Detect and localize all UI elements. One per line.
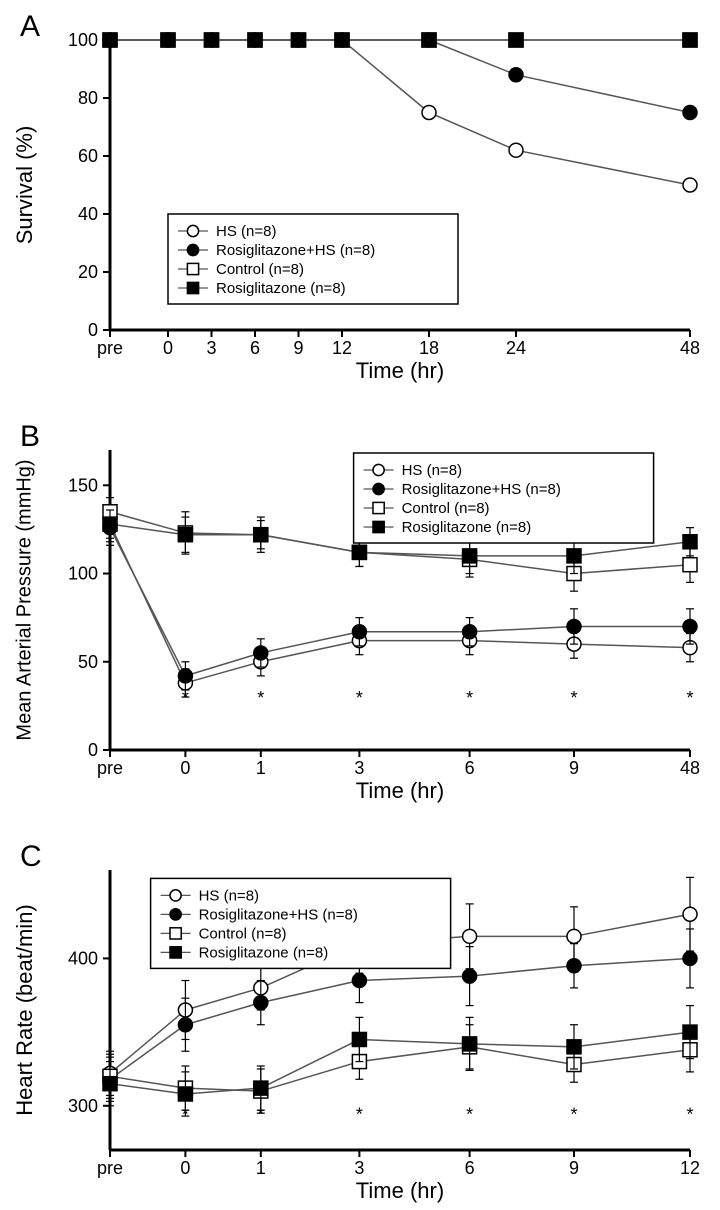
svg-text:HS (n=8): HS (n=8) (199, 887, 259, 904)
svg-text:Rosiglitazone+HS (n=8): Rosiglitazone+HS (n=8) (199, 906, 358, 923)
svg-text:Control (n=8): Control (n=8) (402, 500, 490, 517)
svg-text:Control (n=8): Control (n=8) (216, 261, 304, 278)
svg-text:18: 18 (419, 338, 439, 358)
svg-text:100: 100 (68, 30, 98, 50)
panel-b-chart: 050100150pre0136948Time (hr)******HS (n=… (0, 430, 720, 810)
svg-text:3: 3 (354, 758, 364, 778)
panel-a-chart: 020406080100pre036912182448Time (hr)HS (… (0, 20, 720, 390)
svg-text:3: 3 (206, 338, 216, 358)
y-axis-label-b: Mean Arterial Pressure (mmHg) (14, 459, 37, 740)
svg-text:pre: pre (97, 338, 123, 358)
svg-text:6: 6 (465, 1158, 475, 1178)
panel-c-chart: 300 400 pre 0 1 3 6 9 12 Time (hr) * * * * * * HS (n=8) R… (0, 850, 720, 1210)
svg-text:9: 9 (569, 1158, 579, 1178)
svg-text:*: * (356, 1105, 363, 1125)
svg-text:60: 60 (78, 146, 98, 166)
svg-text:6: 6 (465, 758, 475, 778)
svg-text:HS (n=8): HS (n=8) (402, 462, 462, 479)
panel-label-c: C (20, 840, 42, 874)
panel-label-b: B (20, 420, 40, 454)
svg-text:12: 12 (680, 1158, 700, 1178)
svg-text:6: 6 (250, 338, 260, 358)
svg-text:3: 3 (354, 1158, 364, 1178)
svg-text:0: 0 (180, 758, 190, 778)
svg-text:pre: pre (97, 758, 123, 778)
svg-text:*: * (466, 1105, 473, 1125)
svg-text:*: * (570, 688, 577, 708)
svg-text:pre: pre (97, 1158, 123, 1178)
figure-container: 020406080100pre036912182448Time (hr)HS (… (0, 0, 720, 1190)
svg-text:0: 0 (88, 320, 98, 340)
svg-text:48: 48 (680, 758, 700, 778)
svg-text:Time (hr): Time (hr) (356, 1178, 444, 1203)
svg-text:*: * (257, 1105, 264, 1125)
svg-text:12: 12 (332, 338, 352, 358)
svg-text:48: 48 (680, 338, 700, 358)
svg-text:Control (n=8): Control (n=8) (199, 925, 287, 942)
svg-text:Rosiglitazone+HS (n=8): Rosiglitazone+HS (n=8) (402, 481, 561, 498)
svg-text:Time (hr): Time (hr) (356, 778, 444, 803)
svg-text:*: * (686, 688, 693, 708)
svg-text:Time (hr): Time (hr) (356, 358, 444, 383)
svg-text:Rosiglitazone (n=8): Rosiglitazone (n=8) (402, 519, 532, 536)
svg-text:0: 0 (88, 740, 98, 760)
svg-text:*: * (257, 688, 264, 708)
svg-text:20: 20 (78, 262, 98, 282)
svg-text:*: * (182, 688, 189, 708)
svg-text:300: 300 (68, 1096, 98, 1116)
y-axis-label-a: Survival (%) (12, 126, 38, 245)
svg-text:50: 50 (78, 652, 98, 672)
svg-text:0: 0 (163, 338, 173, 358)
svg-text:80: 80 (78, 88, 98, 108)
svg-text:24: 24 (506, 338, 526, 358)
svg-text:Rosiglitazone (n=8): Rosiglitazone (n=8) (216, 280, 346, 297)
svg-text:100: 100 (68, 564, 98, 584)
svg-text:*: * (356, 688, 363, 708)
svg-text:9: 9 (293, 338, 303, 358)
svg-text:1: 1 (256, 758, 266, 778)
svg-text:Rosiglitazone+HS (n=8): Rosiglitazone+HS (n=8) (216, 242, 375, 259)
panel-label-a: A (20, 10, 40, 44)
svg-text:*: * (686, 1105, 693, 1125)
svg-text:40: 40 (78, 204, 98, 224)
svg-text:*: * (466, 688, 473, 708)
svg-text:400: 400 (68, 948, 98, 968)
svg-text:150: 150 (68, 475, 98, 495)
svg-text:Rosiglitazone (n=8): Rosiglitazone (n=8) (199, 944, 329, 961)
svg-text:9: 9 (569, 758, 579, 778)
svg-text:HS (n=8): HS (n=8) (216, 223, 276, 240)
svg-text:*: * (570, 1105, 577, 1125)
svg-text:*: * (182, 1105, 189, 1125)
svg-text:0: 0 (180, 1158, 190, 1178)
svg-text:1: 1 (256, 1158, 266, 1178)
y-axis-label-c: Heart Rate (beat/min) (12, 904, 38, 1116)
